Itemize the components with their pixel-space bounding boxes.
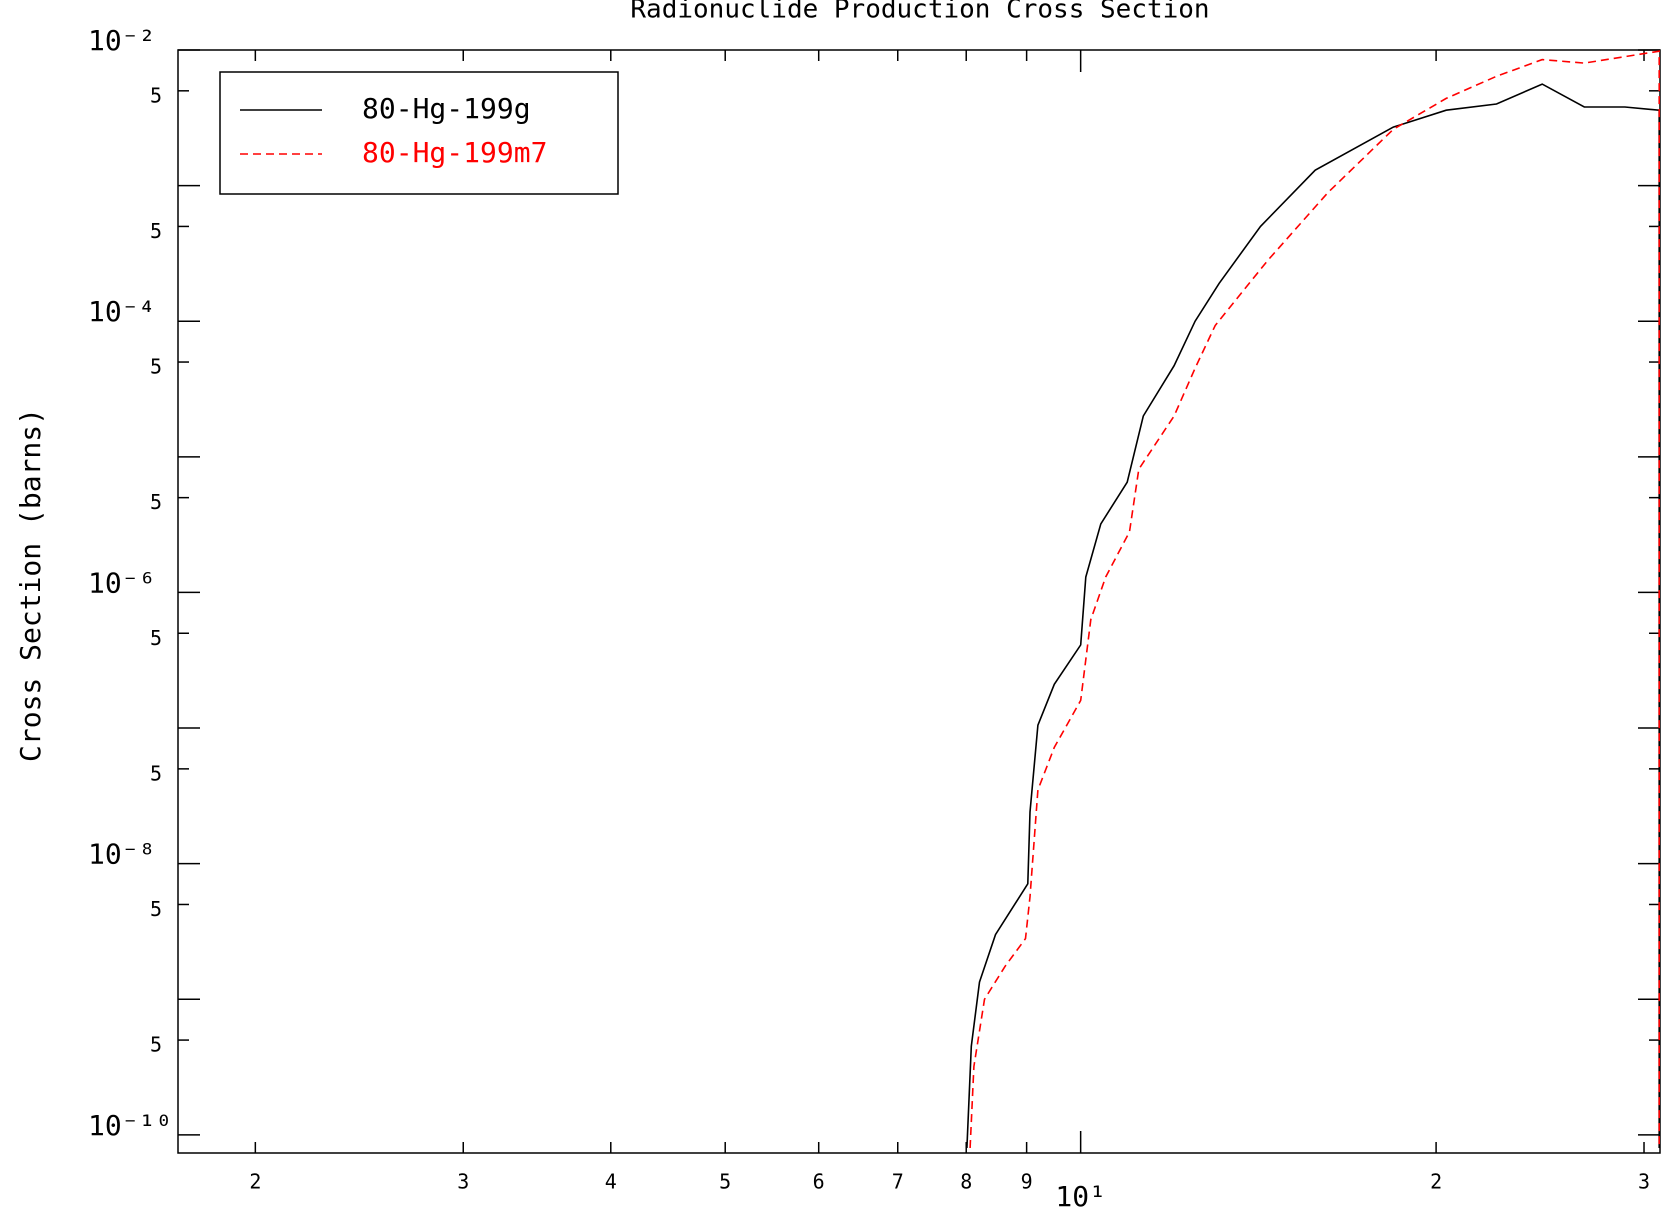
- legend-label: 80-Hg-199g: [362, 92, 531, 125]
- y-tick-label: 10⁻⁸: [88, 838, 155, 871]
- y-tick-label: 5: [150, 897, 162, 921]
- x-tick-label: 4: [605, 1170, 617, 1194]
- y-tick-label: 10⁻⁴: [88, 295, 155, 328]
- x-tick-label: 7: [892, 1170, 904, 1194]
- y-tick-label: 5: [150, 626, 162, 650]
- y-axis-label: Cross Section (barns): [14, 408, 47, 762]
- y-tick-label: 10⁻⁶: [88, 566, 155, 599]
- x-tick-label: 9: [1021, 1170, 1033, 1194]
- series-line: [966, 83, 1660, 1149]
- y-tick-label: 10⁻²: [88, 24, 155, 57]
- x-tick-label: 6: [813, 1170, 825, 1194]
- x-tick-label: 5: [719, 1170, 731, 1194]
- x-tick-label: 8: [960, 1170, 972, 1194]
- x-tick-label: 10¹: [1055, 1180, 1106, 1213]
- x-tick-label: 2: [249, 1170, 261, 1194]
- y-tick-label: 10⁻¹⁰: [88, 1109, 172, 1142]
- legend-label: 80-Hg-199m7: [362, 136, 547, 169]
- series-line: [969, 50, 1660, 1149]
- y-tick-label: 5: [150, 1033, 162, 1057]
- plot-frame: [177, 49, 1661, 1154]
- x-tick-label: 3: [1638, 1170, 1650, 1194]
- chart-title: Radionuclide Production Cross Section: [630, 0, 1209, 25]
- legend-box: [219, 71, 619, 195]
- y-tick-label: 5: [150, 490, 162, 514]
- y-tick-label: 5: [150, 83, 162, 107]
- x-tick-label: 3: [457, 1170, 469, 1194]
- y-tick-label: 5: [150, 355, 162, 379]
- y-tick-label: 5: [150, 761, 162, 785]
- x-tick-label: 2: [1430, 1170, 1442, 1194]
- y-tick-label: 5: [150, 219, 162, 243]
